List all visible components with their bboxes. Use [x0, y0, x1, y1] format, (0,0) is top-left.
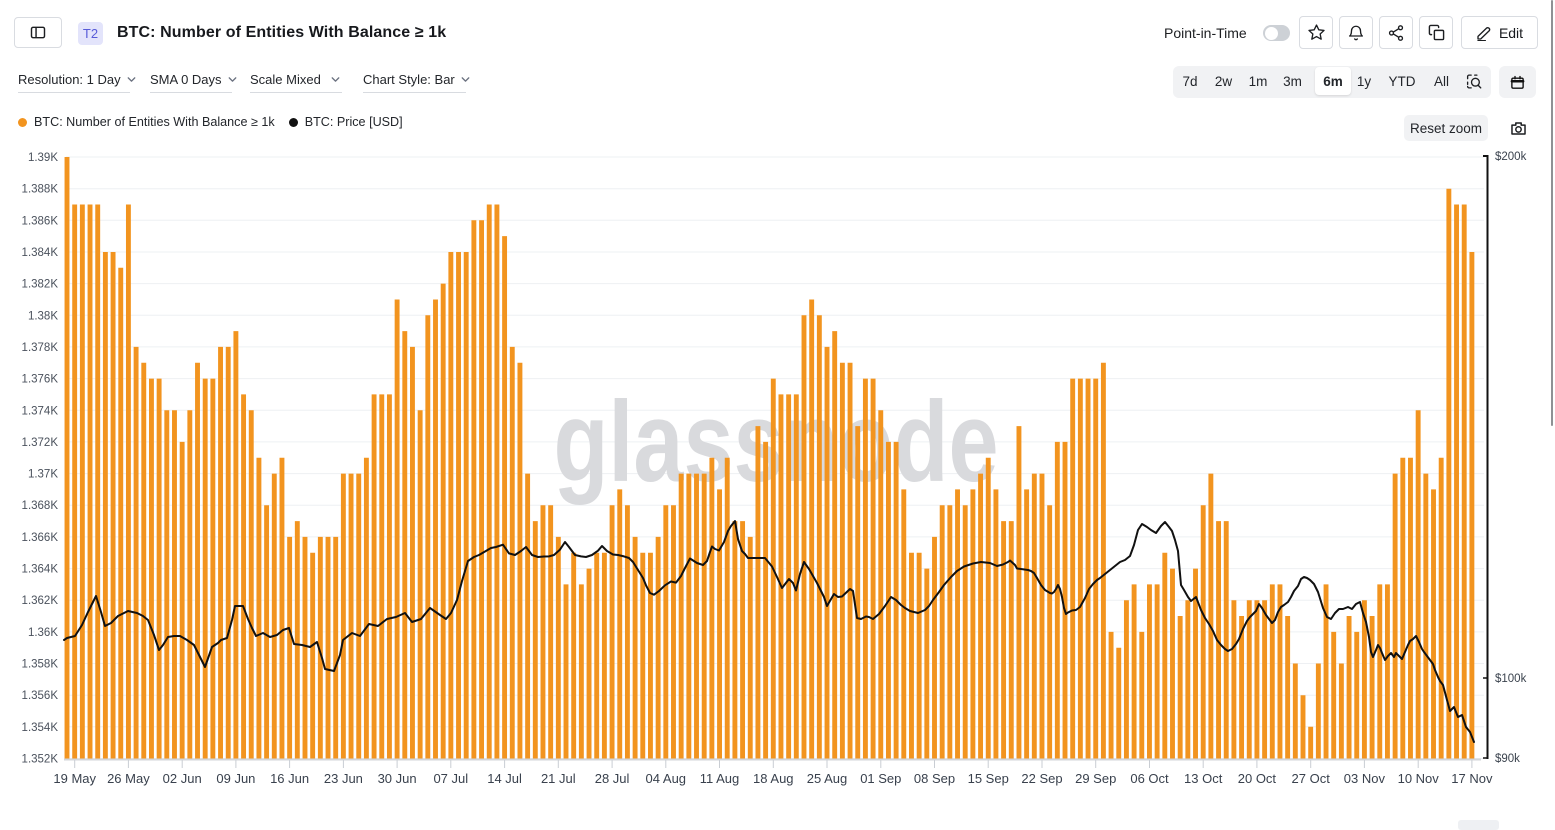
svg-text:17 Nov: 17 Nov — [1451, 771, 1493, 786]
svg-text:25 Aug: 25 Aug — [807, 771, 848, 786]
svg-text:08 Sep: 08 Sep — [914, 771, 955, 786]
svg-text:03 Nov: 03 Nov — [1344, 771, 1386, 786]
svg-text:$100k: $100k — [1495, 673, 1527, 685]
svg-text:15 Sep: 15 Sep — [968, 771, 1009, 786]
svg-text:1.372K: 1.372K — [22, 437, 59, 449]
svg-text:23 Jun: 23 Jun — [324, 771, 363, 786]
svg-text:1.376K: 1.376K — [22, 374, 59, 386]
svg-text:28 Jul: 28 Jul — [595, 771, 630, 786]
svg-text:19 May: 19 May — [53, 771, 96, 786]
svg-text:16 Jun: 16 Jun — [270, 771, 309, 786]
svg-text:1.356K: 1.356K — [22, 690, 59, 702]
svg-text:1.386K: 1.386K — [22, 215, 59, 227]
svg-text:02 Jun: 02 Jun — [163, 771, 202, 786]
svg-text:$90k: $90k — [1495, 753, 1520, 765]
svg-text:1.364K: 1.364K — [22, 564, 59, 576]
svg-text:06 Oct: 06 Oct — [1130, 771, 1169, 786]
svg-text:18 Aug: 18 Aug — [753, 771, 794, 786]
svg-text:$200k: $200k — [1495, 151, 1527, 163]
svg-text:14 Jul: 14 Jul — [487, 771, 522, 786]
svg-text:1.362K: 1.362K — [22, 595, 59, 607]
svg-text:1.388K: 1.388K — [22, 184, 59, 196]
svg-text:1.358K: 1.358K — [22, 659, 59, 671]
svg-text:1.39K: 1.39K — [28, 152, 58, 164]
svg-text:13 Oct: 13 Oct — [1184, 771, 1223, 786]
svg-text:21 Jul: 21 Jul — [541, 771, 576, 786]
svg-text:1.366K: 1.366K — [22, 532, 59, 544]
svg-text:glassnode: glassnode — [553, 378, 998, 506]
svg-text:27 Oct: 27 Oct — [1292, 771, 1331, 786]
svg-text:22 Sep: 22 Sep — [1021, 771, 1062, 786]
svg-text:07 Jul: 07 Jul — [433, 771, 468, 786]
svg-text:30 Jun: 30 Jun — [378, 771, 417, 786]
svg-text:09 Jun: 09 Jun — [216, 771, 255, 786]
svg-text:1.354K: 1.354K — [22, 722, 59, 734]
svg-text:1.352K: 1.352K — [22, 754, 59, 766]
svg-text:04 Aug: 04 Aug — [646, 771, 687, 786]
svg-text:11 Aug: 11 Aug — [700, 771, 740, 786]
svg-text:1.384K: 1.384K — [22, 247, 59, 259]
svg-text:1.378K: 1.378K — [22, 342, 59, 354]
svg-text:1.36K: 1.36K — [28, 627, 58, 639]
svg-text:26 May: 26 May — [107, 771, 150, 786]
svg-text:1.382K: 1.382K — [22, 279, 59, 291]
svg-text:1.374K: 1.374K — [22, 405, 59, 417]
svg-text:29 Sep: 29 Sep — [1075, 771, 1116, 786]
svg-text:01 Sep: 01 Sep — [860, 771, 901, 786]
svg-text:1.368K: 1.368K — [22, 500, 59, 512]
svg-text:1.38K: 1.38K — [28, 310, 58, 322]
svg-text:1.37K: 1.37K — [28, 469, 58, 481]
svg-text:20 Oct: 20 Oct — [1238, 771, 1277, 786]
svg-text:10 Nov: 10 Nov — [1398, 771, 1440, 786]
